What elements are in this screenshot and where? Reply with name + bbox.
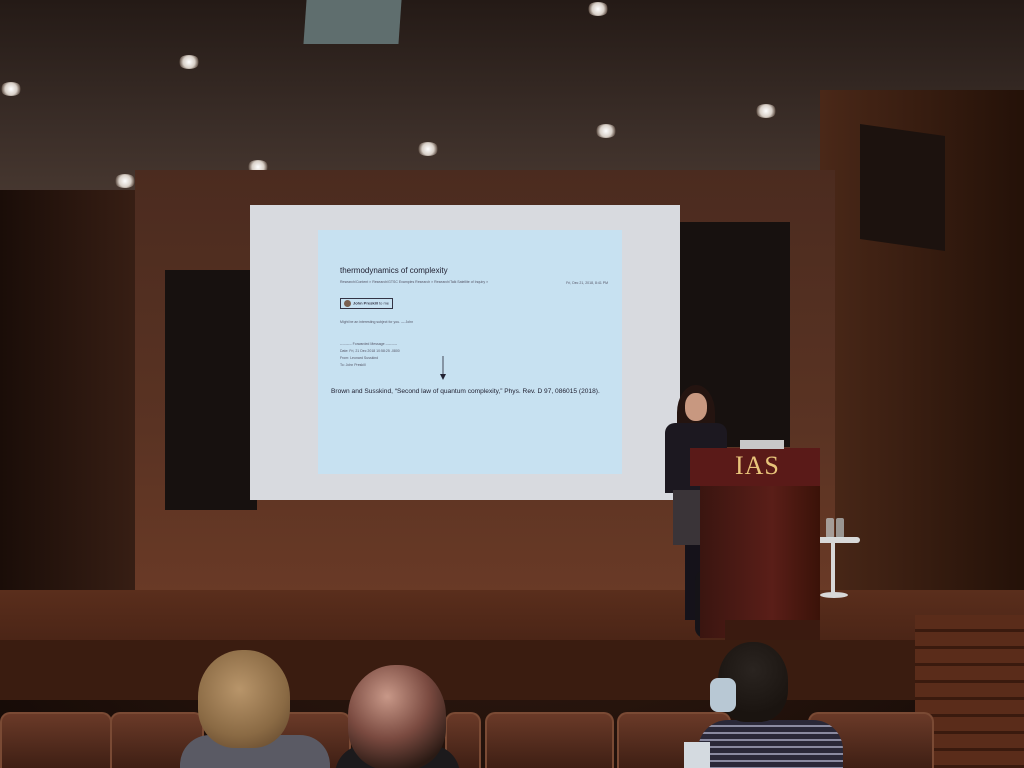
forwarded-to: To: John Preskill — [340, 363, 366, 367]
wall-speaker — [860, 124, 945, 251]
water-bottle — [826, 518, 834, 538]
laptop — [740, 440, 784, 449]
forwarded-header: ---------- Forwarded Message ---------- — [340, 342, 398, 346]
forwarded-date: Date: Fri, 21 Dec 2018 10:58:25 -0800 — [340, 349, 400, 353]
side-table-base — [820, 592, 848, 598]
ceiling-light — [417, 142, 439, 156]
slide-title: thermodynamics of complexity — [340, 266, 448, 275]
audience-head-bald — [348, 665, 446, 768]
presenter-face — [685, 393, 707, 421]
ceiling-light — [755, 104, 777, 118]
slide-sender: John Preskill to me — [340, 298, 394, 309]
sender-avatar — [344, 300, 351, 307]
water-bottle — [836, 518, 844, 538]
ceiling-light — [0, 82, 22, 96]
dark-panel-left — [165, 270, 257, 510]
audience-shoulders-striped — [698, 720, 843, 768]
audience-laptop — [684, 742, 710, 768]
face-mask — [710, 678, 736, 712]
arrow-down-icon — [440, 356, 446, 380]
audience-chair — [485, 712, 614, 768]
slide-date: Fri, Dec 21, 2018, 8:41 PM — [566, 281, 608, 285]
ceiling-light — [587, 2, 609, 16]
side-table — [805, 537, 860, 543]
audience-head-curly — [198, 650, 290, 748]
side-table-leg — [831, 542, 835, 597]
sender-note: to me — [379, 300, 390, 306]
forwarded-from: From: Leonard Susskind — [340, 356, 379, 360]
projected-slide: thermodynamics of complexity Research/Co… — [318, 230, 622, 474]
podium-base — [725, 620, 820, 640]
podium-logo: IAS — [735, 451, 780, 480]
sender-name: John Preskill — [353, 300, 378, 306]
audience-chair — [0, 712, 112, 768]
ceiling-light — [114, 174, 136, 188]
slide-tags: Research/Content × Research/GTSC Example… — [340, 280, 489, 284]
email-body: Might be an interesting subject for you.… — [340, 320, 414, 324]
ceiling-light — [595, 124, 617, 138]
left-wall — [0, 190, 150, 630]
ceiling-light — [178, 55, 200, 69]
slide-citation: Brown and Susskind, “Second law of quant… — [331, 388, 600, 395]
ceiling-fixture — [303, 0, 402, 44]
podium-top — [690, 448, 820, 486]
